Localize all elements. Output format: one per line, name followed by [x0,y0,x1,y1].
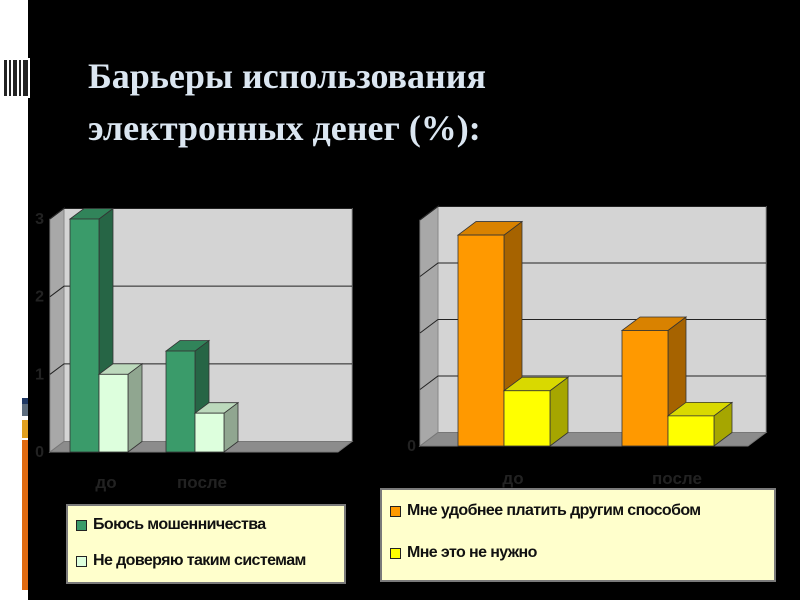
chart-left-category-label: до [95,473,116,492]
chart-left-gridline [49,285,352,298]
chart-left-gridline [49,208,352,220]
chart-right-y-tick-label: 0 [407,438,416,455]
chart-left-category-label: после [177,473,227,492]
legend-left: Боюсь мошенничества Не доверяю таким сис… [66,504,346,584]
legend-label-other-method: Мне удобнее платить другим способом [407,502,701,519]
title-stripe-decoration [0,58,30,98]
chart-left-bar [194,412,225,453]
chart-right-gridline [419,206,766,221]
decor-block-orange [22,440,28,590]
chart-left-gridline [49,363,352,375]
legend-label-not-needed: Мне это не нужно [407,544,537,561]
decor-block-gold [22,420,28,438]
chart-left-y-tick-label: 2 [35,289,44,306]
legend-swatch-other-method [390,505,401,517]
legend-item-other-method: Мне удобнее платить другим способом [390,502,701,520]
decor-block-grey [22,404,28,416]
chart-right-category-label: после [652,469,702,488]
left-margin-stripe [0,0,28,600]
chart-left-y-tick-label: 3 [35,211,44,228]
legend-right: Мне удобнее платить другим способом Мне … [380,488,776,582]
chart-right-category-label: до [502,469,523,488]
slide-title-line-2: электронных денег (%): [88,108,481,148]
legend-swatch-not-needed [390,547,401,559]
legend-item-not-needed: Мне это не нужно [390,544,537,562]
legend-swatch-fraud [76,519,87,531]
legend-swatch-distrust [76,555,87,567]
chart-right-bar [503,390,551,447]
chart-right-bar [621,330,669,447]
slide-title-line-1: Барьеры использования [88,56,486,96]
legend-label-distrust: Не доверяю таким системам [93,552,306,569]
chart-left-bar [165,350,196,453]
slide-title: Барьеры использования электронных денег … [88,50,688,154]
chart-left-y-tick-label: 1 [35,366,44,383]
legend-item-distrust: Не доверяю таким системам [76,552,306,570]
chart-right-bar [667,415,715,447]
chart-right-gridline [419,262,766,277]
chart-left-bar [98,373,129,453]
chart-left-bar [69,218,100,453]
chart-right-bar [457,234,505,447]
legend-label-fraud: Боюсь мошенничества [93,516,266,533]
legend-item-fraud: Боюсь мошенничества [76,516,266,534]
chart-left-y-tick-label: 0 [35,444,44,461]
